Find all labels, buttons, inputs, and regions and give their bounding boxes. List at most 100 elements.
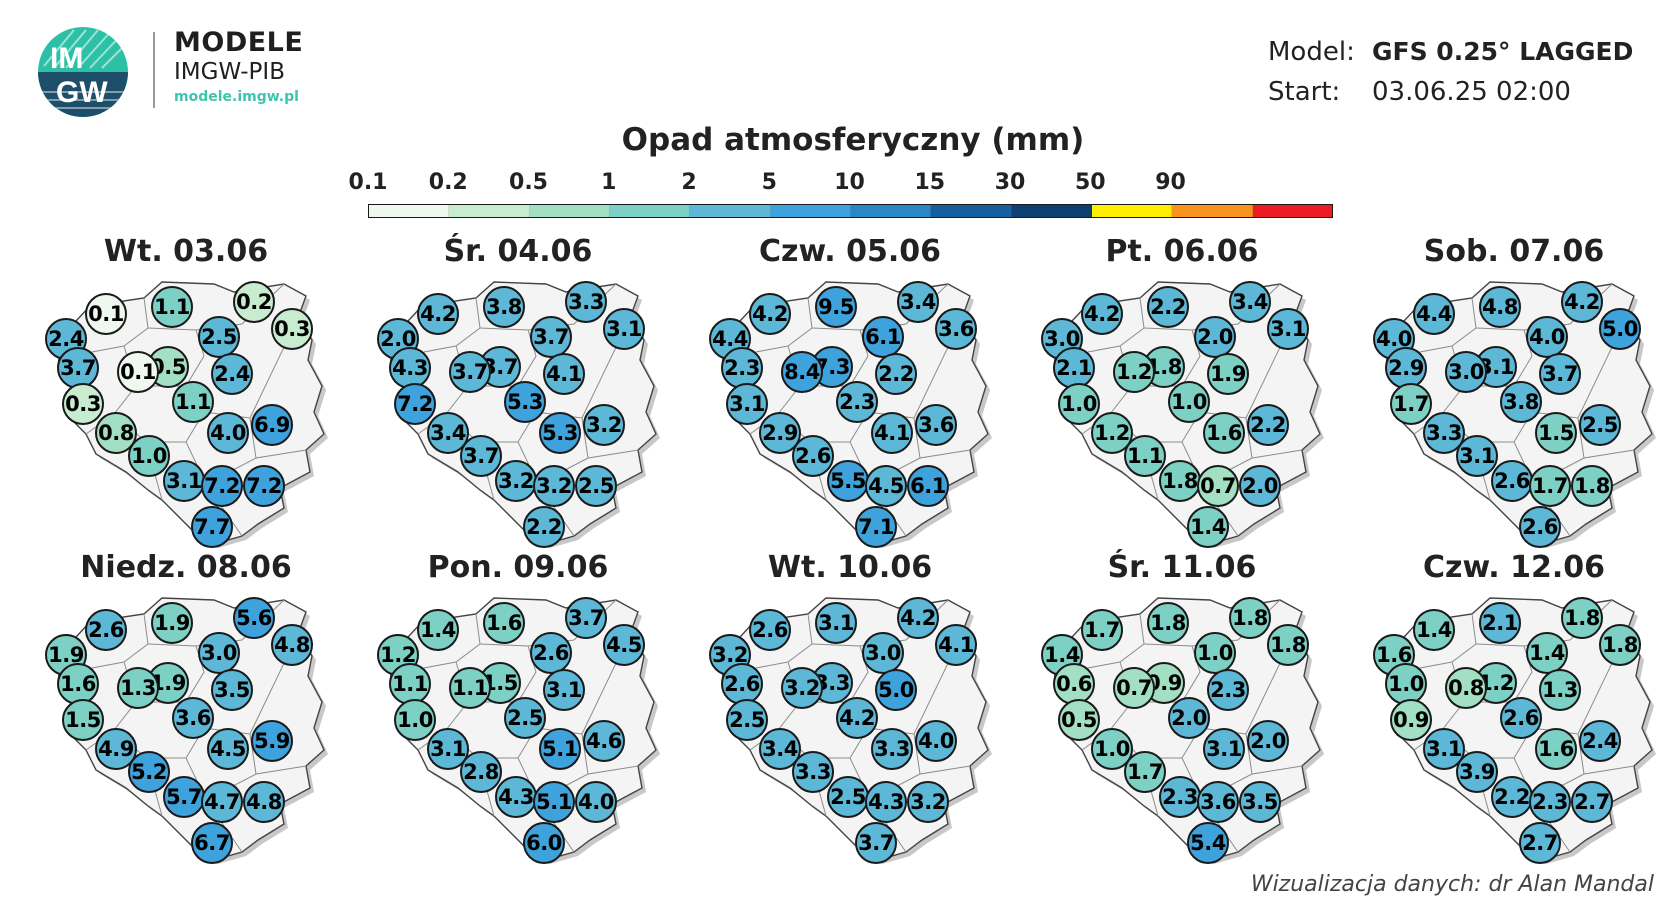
station-value: 3.8 bbox=[1500, 381, 1542, 423]
station-value: 1.1 bbox=[172, 381, 214, 423]
day-panel: Pon. 09.06 1.4 1.6 3.7 1.2 2.6 4.5 1.1 1.5 1.1 3.1… bbox=[368, 550, 668, 864]
station-value: 2.6 bbox=[530, 632, 572, 674]
station-value: 4.4 bbox=[1413, 293, 1455, 335]
station-value: 2.7 bbox=[1571, 781, 1613, 823]
station-value: 2.6 bbox=[1491, 460, 1533, 502]
station-value: 3.7 bbox=[1539, 353, 1581, 395]
station-value: 1.7 bbox=[1124, 751, 1166, 793]
legend-color-segment bbox=[690, 205, 771, 217]
station-value: 1.7 bbox=[1081, 609, 1123, 651]
day-panel: Czw. 05.06 4.2 9.5 3.4 4.4 6.1 3.6 2.3 7.3 8.4 2.2… bbox=[700, 234, 1000, 548]
station-value: 1.6 bbox=[1535, 728, 1577, 770]
station-value: 2.2 bbox=[1147, 286, 1189, 328]
poland-map: 2.6 3.1 4.2 3.2 3.0 4.1 2.6 3.3 3.2 5.0 2.5 4.2 3.4 3… bbox=[700, 590, 1000, 864]
station-value: 2.7 bbox=[1519, 822, 1561, 864]
station-value: 4.0 bbox=[915, 720, 957, 762]
start-label: Start: bbox=[1268, 77, 1341, 107]
legend-color-segment bbox=[529, 205, 610, 217]
poland-map: 4.2 2.2 3.4 3.0 2.0 3.1 2.1 1.8 1.2 1.9 1.0 1.0 1.2 1… bbox=[1032, 274, 1332, 548]
station-value: 4.0 bbox=[1526, 316, 1568, 358]
station-value: 1.6 bbox=[483, 602, 525, 644]
station-value: 2.0 bbox=[1168, 697, 1210, 739]
station-value: 3.1 bbox=[427, 728, 469, 770]
station-value: 1.9 bbox=[151, 602, 193, 644]
poland-map: 4.4 4.8 4.2 4.0 4.0 5.0 2.9 3.1 3.0 3.7 1.7 3.8 3.3 1… bbox=[1364, 274, 1664, 548]
station-value: 7.2 bbox=[201, 465, 243, 507]
station-value: 2.0 bbox=[377, 318, 419, 360]
station-value: 0.2 bbox=[233, 281, 275, 323]
brand-url[interactable]: modele.imgw.pl bbox=[174, 89, 299, 105]
station-value: 3.7 bbox=[449, 351, 491, 393]
station-value: 1.1 bbox=[449, 667, 491, 709]
legend-tick-label: 30 bbox=[994, 170, 1026, 195]
station-value: 1.8 bbox=[1159, 460, 1201, 502]
station-value: 3.7 bbox=[530, 316, 572, 358]
station-value: 2.0 bbox=[1239, 465, 1281, 507]
station-value: 6.9 bbox=[251, 404, 293, 446]
day-title: Pon. 09.06 bbox=[427, 550, 609, 585]
station-value: 5.4 bbox=[1187, 822, 1229, 864]
model-value: GFS 0.25° LAGGED bbox=[1372, 37, 1634, 66]
credit: Wizualizacja danych: dr Alan Mandal bbox=[1250, 872, 1654, 897]
station-value: 1.8 bbox=[1561, 597, 1603, 639]
station-value: 4.2 bbox=[417, 293, 459, 335]
station-value: 4.3 bbox=[389, 347, 431, 389]
station-value: 2.5 bbox=[726, 699, 768, 741]
station-value: 1.0 bbox=[128, 435, 170, 477]
station-value: 1.6 bbox=[57, 663, 99, 705]
legend-color-segment bbox=[449, 205, 530, 217]
station-value: 5.7 bbox=[163, 776, 205, 818]
station-value: 3.3 bbox=[792, 751, 834, 793]
station-value: 3.1 bbox=[1456, 435, 1498, 477]
station-value: 0.5 bbox=[147, 346, 189, 388]
station-value: 1.4 bbox=[1187, 506, 1229, 548]
station-value: 2.5 bbox=[504, 697, 546, 739]
station-value: 4.2 bbox=[1561, 281, 1603, 323]
poland-map: 4.2 9.5 3.4 4.4 6.1 3.6 2.3 7.3 8.4 2.2 3.1 2.3 2.9 4… bbox=[700, 274, 1000, 548]
station-value: 3.7 bbox=[57, 347, 99, 389]
precipitation-legend: 0.1 0.2 0.5 1 2 5 10 15 30 50 90 bbox=[349, 170, 1333, 222]
station-value: 6.0 bbox=[523, 822, 565, 864]
station-value: 3.1 bbox=[163, 460, 205, 502]
day-panel: Wt. 03.06 0.1 1.1 0.2 2.4 2.5 0.3 3.7 0.5 0.1 2.4 0… bbox=[36, 234, 336, 548]
day-panel: Śr. 04.06 4.2 3.8 3.3 2.0 3.7 3.1 4.3 3.7 3.7 4.1 7… bbox=[368, 234, 668, 548]
poland-map: 1.4 1.6 3.7 1.2 2.6 4.5 1.1 1.5 1.1 3.1 1.0 2.5 3.1 5… bbox=[368, 590, 668, 864]
station-value: 4.2 bbox=[836, 697, 878, 739]
station-value: 1.0 bbox=[1168, 381, 1210, 423]
legend-tick-label: 0.5 bbox=[509, 170, 548, 195]
day-title: Sob. 07.06 bbox=[1423, 234, 1605, 269]
station-value: 5.3 bbox=[539, 412, 581, 454]
station-value: 1.0 bbox=[1058, 383, 1100, 425]
day-title: Niedz. 08.06 bbox=[80, 550, 292, 585]
station-value: 3.4 bbox=[759, 728, 801, 770]
brand-subtitle: IMGW-PIB bbox=[174, 59, 285, 85]
station-value: 5.2 bbox=[128, 751, 170, 793]
station-value: 4.2 bbox=[1081, 293, 1123, 335]
station-value: 2.3 bbox=[1207, 669, 1249, 711]
station-value: 4.0 bbox=[575, 781, 617, 823]
station-value: 7.2 bbox=[243, 465, 285, 507]
station-value: 3.0 bbox=[198, 632, 240, 674]
station-value: 4.2 bbox=[897, 597, 939, 639]
station-value: 3.3 bbox=[871, 728, 913, 770]
station-value: 3.2 bbox=[781, 667, 823, 709]
station-value: 2.6 bbox=[721, 663, 763, 705]
station-value: 2.2 bbox=[1491, 776, 1533, 818]
station-value: 0.1 bbox=[117, 351, 159, 393]
station-value: 0.6 bbox=[1053, 663, 1095, 705]
logo-text-bottom: GW bbox=[56, 76, 108, 109]
station-value: 1.8 bbox=[1147, 602, 1189, 644]
station-value: 3.1 bbox=[1203, 728, 1245, 770]
logo-text-top: IM bbox=[50, 42, 83, 75]
station-value: 1.1 bbox=[151, 286, 193, 328]
day-title: Pt. 06.06 bbox=[1105, 234, 1259, 269]
model-label: Model: bbox=[1268, 37, 1355, 67]
station-value: 2.2 bbox=[1247, 404, 1289, 446]
station-value: 1.1 bbox=[1124, 435, 1166, 477]
station-value: 6.1 bbox=[862, 316, 904, 358]
station-value: 0.7 bbox=[1113, 667, 1155, 709]
station-value: 4.2 bbox=[749, 293, 791, 335]
station-value: 2.3 bbox=[1529, 781, 1571, 823]
station-value: 1.2 bbox=[1113, 351, 1155, 393]
day-title: Czw. 12.06 bbox=[1422, 550, 1605, 585]
